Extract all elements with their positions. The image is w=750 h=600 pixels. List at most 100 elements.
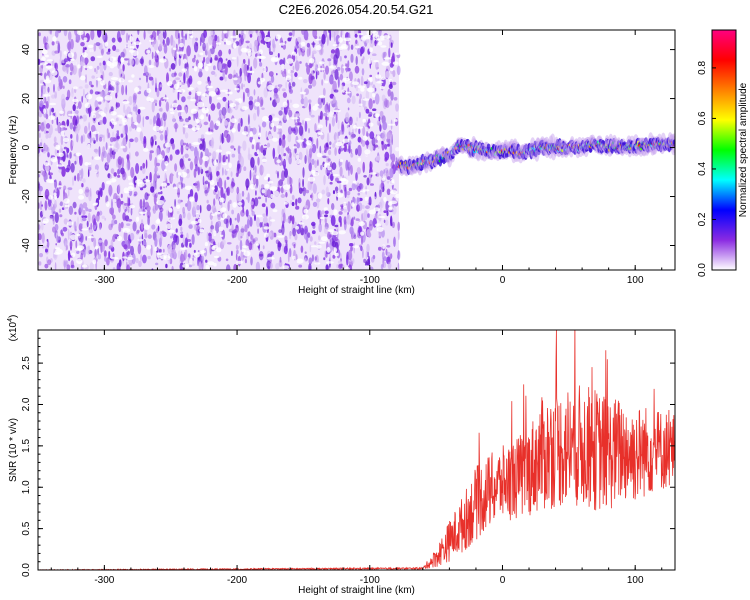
noise-speckle (300, 245, 304, 253)
noise-speckle (322, 96, 326, 106)
noise-speckle (83, 88, 85, 99)
noise-speckle (112, 235, 116, 242)
noise-speckle (54, 62, 57, 69)
noise-gap (325, 261, 334, 264)
noise-speckle (135, 257, 139, 264)
noise-speckle (215, 193, 219, 200)
noise-speckle (44, 129, 47, 135)
noise-speckle (242, 140, 247, 151)
noise-speckle (203, 121, 209, 126)
noise-speckle (166, 182, 170, 186)
noise-gap (308, 58, 315, 64)
noise-gap (127, 175, 132, 181)
noise-speckle (339, 73, 344, 81)
noise-gap (206, 85, 214, 89)
noise-speckle (102, 60, 106, 66)
noise-speckle (328, 103, 331, 114)
noise-speckle (107, 48, 111, 53)
noise-speckle (172, 89, 175, 93)
noise-speckle (334, 186, 339, 192)
noise-gap (341, 145, 345, 149)
noise-speckle (393, 236, 396, 247)
noise-speckle (243, 166, 247, 171)
noise-speckle (302, 119, 304, 126)
noise-gap (218, 226, 224, 232)
noise-speckle (210, 103, 216, 111)
noise-speckle (357, 185, 361, 192)
noise-speckle (216, 90, 221, 96)
noise-gap (76, 30, 84, 36)
noise-gap (127, 113, 132, 118)
noise-speckle (327, 158, 331, 162)
noise-speckle (91, 124, 96, 133)
noise-speckle (237, 230, 242, 241)
noise-speckle (53, 136, 57, 143)
noise-gap (270, 122, 275, 128)
noise-speckle (130, 245, 134, 256)
noise-speckle (385, 163, 389, 167)
noise-speckle (195, 37, 199, 41)
noise-speckle (260, 39, 265, 44)
noise-gap (161, 182, 168, 187)
noise-speckle (169, 154, 173, 161)
noise-speckle (41, 222, 44, 231)
noise-speckle (123, 104, 126, 114)
noise-speckle (44, 188, 50, 200)
noise-speckle (361, 68, 365, 76)
noise-speckle (337, 131, 339, 139)
noise-speckle (54, 179, 58, 189)
noise-speckle (316, 138, 319, 149)
noise-gap (52, 36, 57, 42)
colorbar-tick-label: 0.4 (697, 162, 708, 176)
noise-speckle (283, 153, 287, 157)
noise-gap (243, 30, 247, 34)
noise-gap (59, 110, 64, 115)
noise-speckle (310, 145, 313, 149)
noise-gap (202, 155, 209, 162)
noise-speckle (191, 234, 195, 245)
noise-speckle (379, 123, 382, 132)
noise-speckle (98, 146, 101, 157)
noise-speckle (298, 43, 302, 47)
noise-gap (216, 247, 222, 253)
noise-speckle (311, 143, 317, 154)
noise-speckle (245, 40, 250, 44)
noise-gap (48, 115, 56, 120)
noise-speckle (348, 187, 353, 192)
noise-gap (159, 125, 164, 132)
noise-speckle (325, 115, 327, 121)
noise-speckle (198, 261, 202, 270)
noise-speckle (179, 118, 184, 122)
noise-gap (118, 77, 125, 83)
noise-gap (223, 30, 228, 34)
noise-speckle (325, 264, 329, 270)
noise-speckle (88, 121, 90, 132)
noise-speckle (213, 241, 216, 247)
noise-speckle (222, 69, 225, 80)
noise-speckle (88, 229, 93, 234)
noise-speckle (126, 154, 130, 160)
noise-speckle (68, 159, 71, 167)
noise-speckle (262, 245, 265, 250)
noise-speckle (365, 205, 370, 210)
noise-speckle (38, 181, 41, 192)
noise-gap (274, 190, 280, 197)
noise-speckle (54, 50, 59, 54)
noise-speckle (241, 83, 244, 90)
noise-speckle (378, 189, 382, 198)
noise-speckle (72, 104, 76, 112)
noise-speckle (49, 214, 54, 219)
y-tick-label: 0.5 (21, 521, 32, 535)
noise-speckle (82, 202, 88, 209)
noise-speckle (263, 87, 268, 98)
noise-speckle (127, 218, 133, 222)
noise-speckle (200, 166, 202, 173)
noise-gap (358, 103, 363, 106)
noise-gap (144, 179, 151, 182)
noise-speckle (374, 93, 380, 105)
noise-speckle (205, 180, 209, 185)
noise-speckle (110, 239, 114, 249)
noise-speckle (358, 111, 361, 119)
noise-speckle (390, 215, 393, 227)
noise-speckle (121, 171, 127, 181)
